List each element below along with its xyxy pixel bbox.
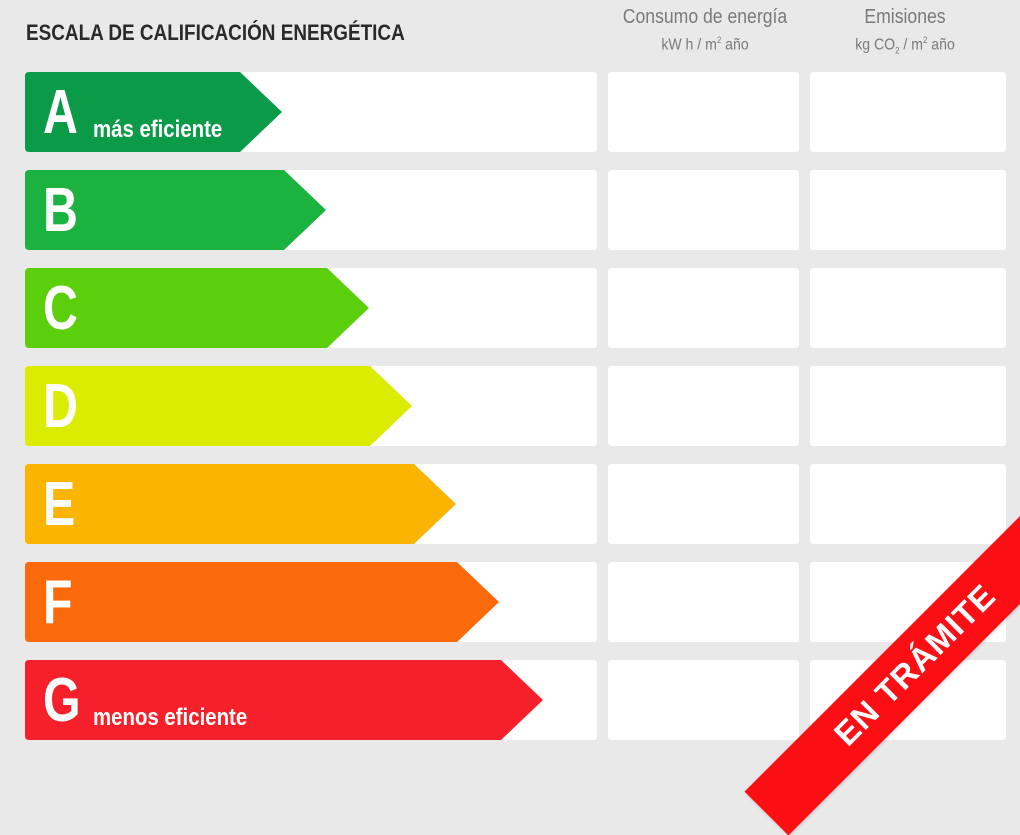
rating-row-c: C (0, 268, 1020, 348)
rating-letter: G (43, 666, 81, 735)
rating-row-b: B (0, 170, 1020, 250)
column-header-emissions: Emisiones kg CO2 / m2 año (805, 6, 1005, 56)
energy-unit: kW h / m2 año (661, 35, 749, 54)
energy-value-cell (608, 268, 799, 348)
emissions-value-cell (810, 464, 1006, 544)
emissions-value-cell (810, 170, 1006, 250)
rating-label: menos eficiente (93, 704, 248, 731)
rating-letter: A (43, 78, 78, 147)
rating-arrow-d (25, 366, 412, 446)
energy-value-cell (608, 366, 799, 446)
rating-letter: C (43, 274, 78, 343)
rating-row-d: D (0, 366, 1020, 446)
rating-arrow-b (25, 170, 326, 250)
rating-letter: B (43, 176, 78, 245)
rating-arrow-e (25, 464, 456, 544)
energy-value-cell (608, 464, 799, 544)
rating-label: más eficiente (93, 116, 223, 143)
page-title: ESCALA DE CALIFICACIÓN ENERGÉTICA (26, 20, 405, 45)
emissions-unit: kg CO2 / m2 año (855, 35, 955, 56)
energy-value-cell (608, 72, 799, 152)
energy-value-cell (608, 170, 799, 250)
rating-arrow-f (25, 562, 499, 642)
rating-arrow-c (25, 268, 369, 348)
rating-arrow-g (25, 660, 543, 740)
column-header-energy: Consumo de energía kW h / m2 año (600, 6, 810, 54)
rating-letter: E (43, 470, 76, 539)
energy-value-cell (608, 562, 799, 642)
rating-row-e: E (0, 464, 1020, 544)
rating-letter: F (43, 568, 73, 637)
rating-arrow-a (25, 72, 282, 152)
rating-row-f: F (0, 562, 1020, 642)
energy-title: Consumo de energía (622, 6, 788, 28)
emissions-value-cell (810, 366, 1006, 446)
energy-value-cell (608, 660, 799, 740)
emissions-value-cell (810, 72, 1006, 152)
emissions-value-cell (810, 268, 1006, 348)
rating-letter: D (43, 372, 78, 441)
emissions-title: Emisiones (864, 6, 946, 28)
